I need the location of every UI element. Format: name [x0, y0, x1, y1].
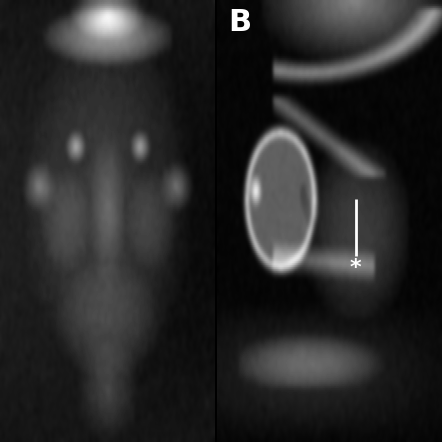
Text: B: B	[228, 8, 251, 37]
Text: *: *	[349, 258, 361, 278]
